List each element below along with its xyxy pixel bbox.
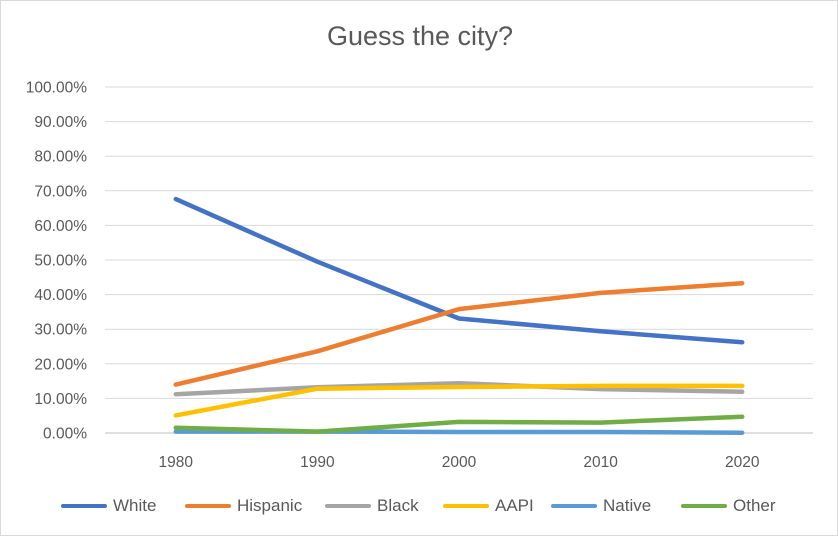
- series-line-hispanic: [173, 280, 745, 387]
- legend: White Hispanic Black AAPI Native Other: [1, 493, 838, 519]
- y-tick-label: 0.00%: [43, 426, 87, 443]
- legend-item-aapi: AAPI: [443, 493, 534, 519]
- gridlines: [105, 86, 813, 434]
- chart-title: Guess the city?: [326, 21, 514, 51]
- legend-swatch: [61, 504, 107, 508]
- legend-item-native: Native: [551, 493, 651, 519]
- legend-label: White: [113, 496, 157, 515]
- y-tick-label: 80.00%: [34, 149, 87, 166]
- x-tick-label: 1990: [300, 454, 335, 471]
- y-tick-label: 90.00%: [34, 114, 87, 131]
- legend-swatch: [325, 504, 371, 508]
- x-tick-label: 1980: [159, 454, 194, 471]
- x-axis-tick-labels: 1980 1990 2000 2010 2020: [159, 454, 760, 471]
- legend-item-hispanic: Hispanic: [185, 493, 302, 519]
- y-tick-label: 30.00%: [34, 322, 87, 339]
- series-lines: [173, 196, 745, 435]
- legend-swatch: [551, 504, 597, 508]
- legend-item-black: Black: [325, 493, 419, 519]
- x-tick-label: 2000: [442, 454, 477, 471]
- y-axis-tick-labels: 0.00% 10.00% 20.00% 30.00% 40.00% 50.00% 60.00…: [26, 80, 87, 443]
- y-tick-label: 100.00%: [26, 80, 87, 97]
- line-chart: 0.00% 10.00% 20.00% 30.00% 40.00% 50.00% 60.00…: [26, 80, 813, 471]
- legend-item-white: White: [61, 493, 156, 519]
- y-tick-label: 20.00%: [34, 356, 87, 373]
- legend-swatch: [681, 504, 727, 508]
- legend-label: Black: [377, 496, 419, 515]
- y-tick-label: 70.00%: [34, 183, 87, 200]
- legend-label: AAPI: [495, 496, 534, 515]
- y-tick-label: 10.00%: [34, 391, 87, 408]
- legend-label: Native: [603, 496, 652, 515]
- legend-swatch: [185, 504, 231, 508]
- legend-item-other: Other: [681, 493, 776, 519]
- y-tick-label: 40.00%: [34, 287, 87, 304]
- y-tick-label: 60.00%: [34, 218, 87, 235]
- x-tick-label: 2010: [583, 454, 618, 471]
- series-line-aapi: [173, 383, 745, 418]
- series-line-white: [173, 196, 745, 345]
- x-tick-label: 2020: [725, 454, 760, 471]
- y-tick-label: 50.00%: [34, 253, 87, 270]
- legend-label: Hispanic: [237, 496, 303, 515]
- series-line-black: [173, 380, 745, 397]
- legend-swatch: [443, 504, 489, 508]
- series-line-other: [173, 414, 745, 434]
- legend-label: Other: [733, 496, 776, 515]
